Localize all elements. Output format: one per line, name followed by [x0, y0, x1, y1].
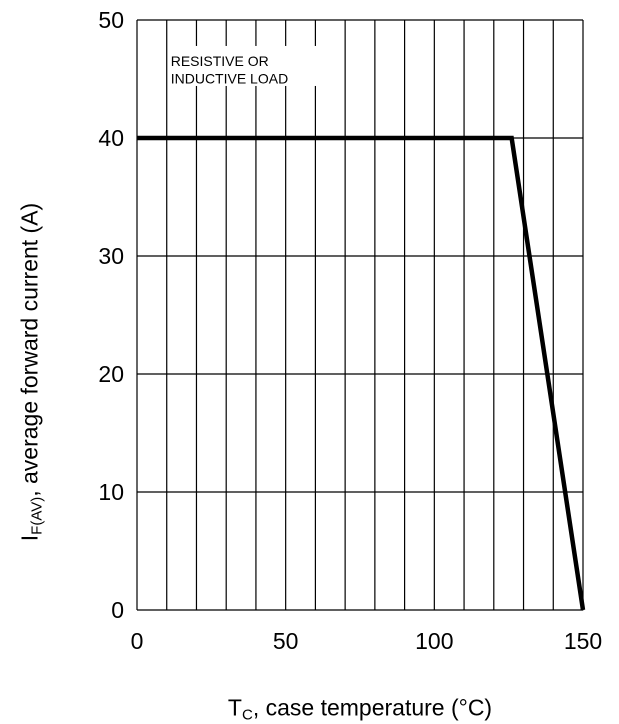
x-tick-label-0: 0	[131, 628, 144, 654]
series-point-0-2	[582, 609, 584, 611]
annotation-line-2: INDUCTIVE LOAD	[171, 71, 288, 87]
y-axis-symbol: I	[16, 534, 43, 542]
x-tick-label-50: 50	[273, 628, 299, 654]
tick-labels: 0 50 100 150 0 10 20 30 40 50	[98, 7, 602, 654]
y-tick-label-0: 0	[111, 597, 124, 623]
y-tick-label-50: 50	[98, 7, 124, 33]
x-tick-label-150: 150	[564, 628, 602, 654]
annotation-box: RESISTIVE OR INDUCTIVE LOAD	[169, 45, 319, 87]
x-axis-subscript: C	[241, 706, 253, 724]
annotation-line-1: RESISTIVE OR	[171, 53, 269, 69]
series-point-0-1	[511, 137, 513, 139]
x-axis-label-text: , case temperature (°C)	[252, 694, 493, 721]
y-tick-label-40: 40	[98, 125, 124, 151]
x-axis-symbol: T	[227, 694, 242, 721]
x-tick-label-100: 100	[415, 628, 453, 654]
y-tick-label-20: 20	[98, 361, 124, 387]
y-axis-label-text: , average forward current (A)	[16, 202, 43, 497]
y-tick-label-30: 30	[98, 243, 124, 269]
annotation-background	[169, 45, 319, 86]
y-axis-subscript: F(AV)	[28, 496, 46, 535]
series-point-0-0	[136, 137, 138, 139]
y-tick-label-10: 10	[98, 479, 124, 505]
grid-lines	[136, 19, 584, 611]
x-axis-title: TC, case temperature (°C)	[227, 694, 493, 724]
series-group	[136, 135, 586, 611]
